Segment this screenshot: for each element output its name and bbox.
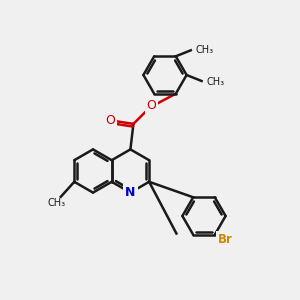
Text: CH₃: CH₃	[206, 76, 224, 87]
Text: Br: Br	[218, 233, 233, 246]
Text: CH₃: CH₃	[47, 198, 65, 208]
Text: O: O	[146, 99, 156, 112]
Text: CH₃: CH₃	[195, 45, 213, 55]
Text: N: N	[125, 186, 136, 199]
Text: O: O	[105, 114, 115, 128]
